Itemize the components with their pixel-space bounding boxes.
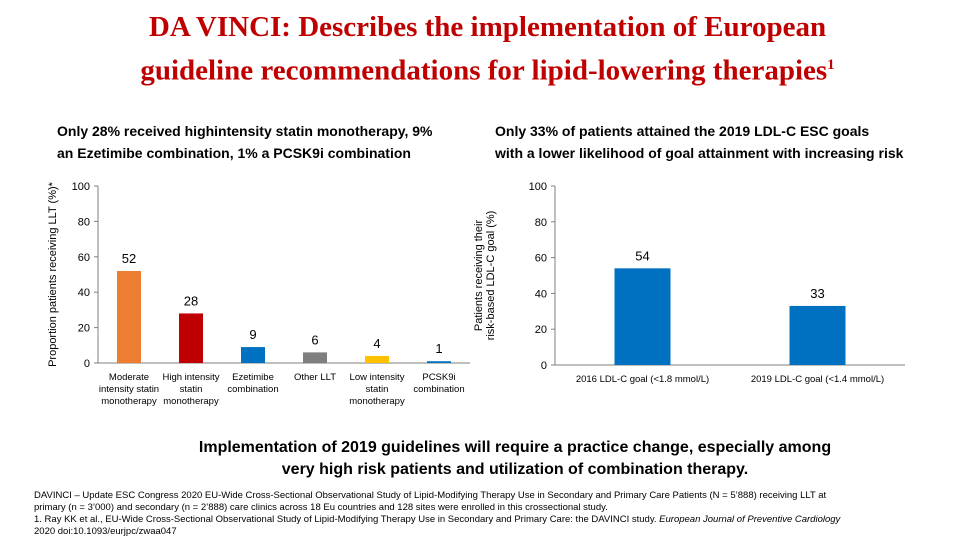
y-tick-label: 60: [535, 253, 547, 265]
right-heading-line-2: with a lower likelihood of goal attainme…: [495, 145, 904, 161]
bar: [303, 352, 327, 363]
ldl-goal-chart: 0 20 40 60 80 100 Patients receiving their risk…: [470, 170, 910, 400]
y-tick-label: 60: [78, 252, 90, 264]
category-label: intensity statin: [99, 384, 159, 395]
llt-usage-chart-svg: 0 20 40 60 80 100 Proportion patients receivin…: [47, 181, 470, 407]
right-heading-line-1: Only 33% of patients attained the 2019 L…: [495, 123, 870, 139]
left-panel-heading: Only 28% received highintensity statin m…: [57, 120, 487, 164]
footnote-line-3: 1. Ray KK et al., EU-Wide Cross-Sectiona…: [34, 514, 969, 526]
data-label: 4: [373, 336, 380, 351]
ldl-goal-chart-svg: 0 20 40 60 80 100 Patients receiving their risk…: [473, 181, 905, 385]
category-label: Ezetimibe: [232, 372, 274, 383]
data-label: 1: [435, 341, 442, 356]
slide-title: DA VINCI: Describes the implementation o…: [0, 8, 975, 90]
category-label: combination: [227, 384, 278, 395]
category-label: combination: [413, 384, 464, 395]
y-tick-label: 80: [535, 217, 547, 229]
y-tick-label: 40: [78, 287, 90, 299]
y-tick-label: 20: [78, 323, 90, 335]
data-label: 6: [311, 332, 318, 347]
data-label: 33: [810, 286, 824, 301]
category-label: Low intensity: [350, 372, 405, 383]
footnote-reference: 1. Ray KK et al., EU-Wide Cross-Sectiona…: [34, 514, 660, 525]
bar: [365, 355, 389, 363]
category-label: 2016 LDL-C goal (<1.8 mmol/L): [576, 374, 709, 385]
y-tick-label: 40: [535, 288, 547, 300]
right-panel-heading: Only 33% of patients attained the 2019 L…: [495, 120, 965, 164]
data-label: 9: [249, 327, 256, 342]
bar: [117, 270, 141, 363]
y-tick-label: 20: [535, 324, 547, 336]
category-label: monotherapy: [163, 396, 219, 407]
category-label: High intensity: [162, 372, 219, 383]
bar: [789, 305, 846, 365]
y-axis-label: Proportion patients receiving LLT (%)*: [47, 181, 59, 367]
category-label: monotherapy: [349, 396, 405, 407]
title-reference: 1: [827, 57, 835, 73]
implication-line-1: Implementation of 2019 guidelines will r…: [198, 439, 832, 456]
footnotes: DAVINCI – Update ESC Congress 2020 EU-Wi…: [34, 490, 969, 538]
footnote-line-2: primary (n = 3’000) and secondary (n = 2…: [34, 502, 608, 513]
bar: [427, 361, 451, 363]
footnote-journal: European Journal of Preventive Cardiolog…: [659, 514, 841, 525]
footnote-line-1: DAVINCI – Update ESC Congress 2020 EU-Wi…: [34, 490, 827, 501]
y-axis-label: risk-based LDL-C goal (%): [485, 211, 497, 341]
y-tick-label: 80: [78, 216, 90, 228]
y-tick-label: 100: [72, 181, 90, 193]
title-line-2: guideline recommendations for lipid-lowe…: [0, 46, 975, 90]
category-label: 2019 LDL-C goal (<1.4 mmol/L): [751, 374, 884, 385]
category-label: statin: [180, 384, 203, 395]
y-tick-label: 0: [84, 358, 90, 370]
left-heading-line-2: an Ezetimibe combination, 1% a PCSK9i co…: [57, 145, 411, 161]
y-tick-label: 100: [529, 181, 547, 193]
bar: [179, 313, 203, 363]
category-label: PCSK9i: [422, 372, 455, 383]
implication-statement: Implementation of 2019 guidelines will r…: [100, 437, 930, 481]
footnote-line-4: 2020 doi:10.1093/eurjpc/zwaa047: [34, 526, 177, 537]
llt-usage-chart: 0 20 40 60 80 100 Proportion patients receivin…: [40, 170, 480, 420]
implication-line-2: very high risk patients and utilization …: [281, 461, 749, 478]
data-label: 54: [635, 248, 649, 263]
bar: [614, 268, 671, 365]
left-heading-line-1: Only 28% received highintensity statin m…: [57, 123, 433, 139]
category-label: statin: [366, 384, 389, 395]
y-axis-label: Patients receiving their: [473, 220, 485, 332]
title-line-2-text: guideline recommendations for lipid-lowe…: [140, 54, 828, 87]
title-line-1: DA VINCI: Describes the implementation o…: [148, 11, 827, 43]
category-label: Moderate: [109, 372, 149, 383]
y-tick-label: 0: [541, 360, 547, 372]
category-label: monotherapy: [101, 396, 157, 407]
bar: [241, 347, 265, 363]
data-label: 28: [184, 293, 198, 308]
data-label: 52: [122, 251, 136, 266]
category-label: Other LLT: [294, 372, 336, 383]
